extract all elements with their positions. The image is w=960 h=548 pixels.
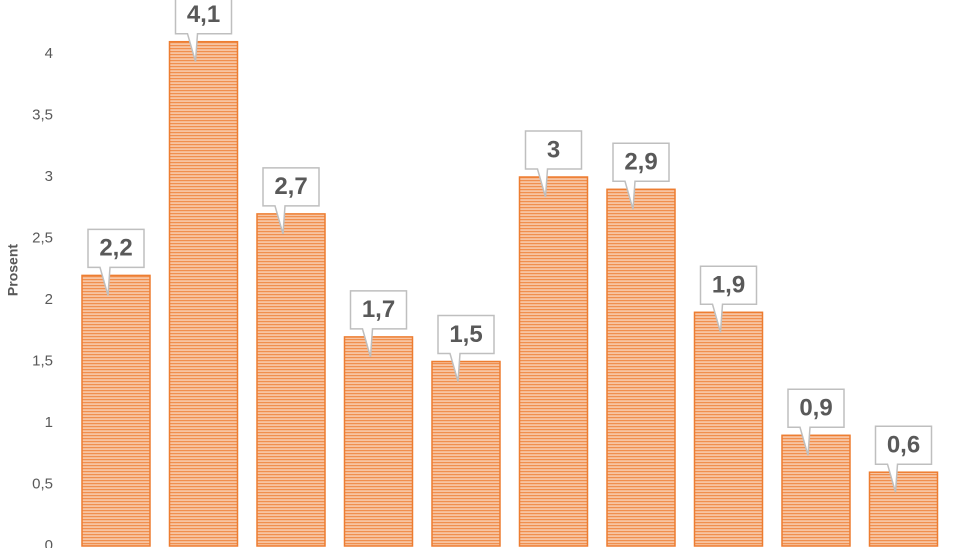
value-label: 1,9 xyxy=(712,272,745,299)
bar xyxy=(256,213,326,547)
value-label-callout xyxy=(437,314,495,382)
value-label-callout xyxy=(87,228,145,296)
value-label-callout xyxy=(612,142,670,210)
bar xyxy=(81,274,151,547)
bar xyxy=(168,40,239,547)
value-label: 3 xyxy=(547,136,560,163)
value-label: 2,7 xyxy=(274,173,307,200)
value-label-callout xyxy=(787,388,845,456)
value-label-callout xyxy=(874,425,933,493)
bar xyxy=(781,434,851,547)
y-tick-label: 2,5 xyxy=(32,229,53,246)
y-tick-label: 1 xyxy=(45,414,53,431)
bar xyxy=(693,311,764,547)
y-axis-title: Prosent xyxy=(5,244,21,296)
y-tick-label: 2 xyxy=(45,291,53,308)
y-tick-label: 1,5 xyxy=(32,352,53,369)
value-label: 0,9 xyxy=(799,395,832,422)
bar xyxy=(868,471,939,547)
value-label: 4,1 xyxy=(187,1,220,28)
y-tick-label: 4 xyxy=(45,45,53,62)
y-tick-label: 0,5 xyxy=(32,475,53,492)
value-label: 2,9 xyxy=(624,149,657,176)
value-label: 1,5 xyxy=(449,321,482,348)
y-tick-label: 3,5 xyxy=(32,106,53,123)
bar xyxy=(606,188,676,547)
value-label-callout xyxy=(262,167,320,235)
value-label-callout xyxy=(174,0,233,62)
value-label-callout xyxy=(524,130,583,198)
bar xyxy=(431,360,501,547)
y-tick-label: 0 xyxy=(45,537,53,548)
value-label-callout xyxy=(349,290,408,358)
bar xyxy=(343,336,414,547)
y-tick-label: 3 xyxy=(45,168,53,185)
value-label: 2,2 xyxy=(99,235,132,262)
value-label: 1,7 xyxy=(362,296,395,323)
bar xyxy=(518,176,589,547)
value-label-callout xyxy=(699,265,758,333)
value-label: 0,6 xyxy=(887,432,920,459)
